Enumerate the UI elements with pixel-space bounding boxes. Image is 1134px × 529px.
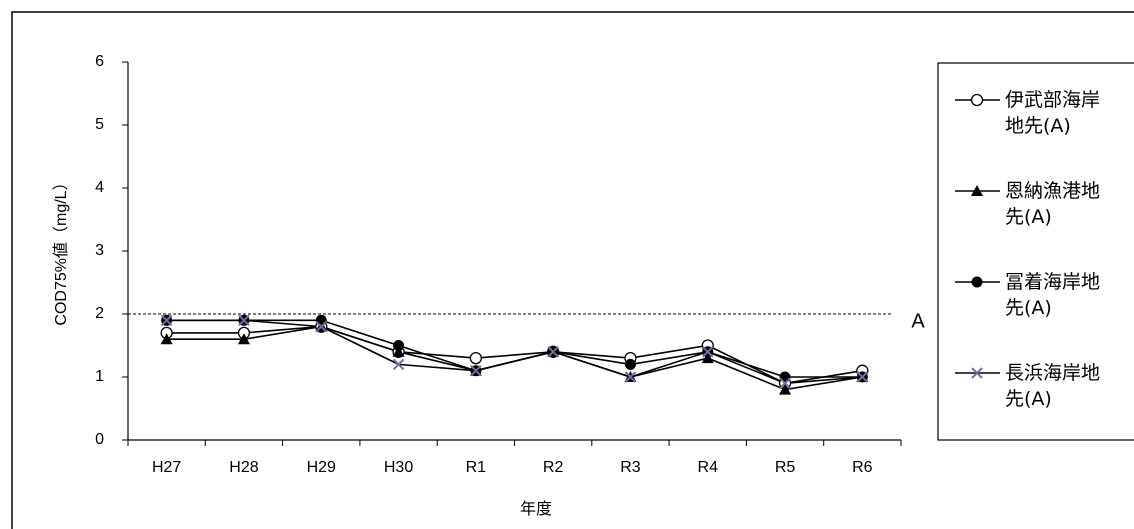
- marker: [237, 333, 250, 345]
- series-line: [166, 319, 863, 378]
- x-tick-label: R5: [775, 459, 796, 476]
- marker: [547, 346, 559, 358]
- marker: [392, 345, 405, 357]
- marker: [701, 352, 714, 364]
- marker: [856, 371, 869, 383]
- x-axis-label: 年度: [520, 500, 552, 518]
- marker: [779, 383, 792, 395]
- y-tick-label: 4: [95, 179, 104, 196]
- y-tick-label: 3: [95, 242, 104, 259]
- y-tick-label: 1: [95, 368, 104, 385]
- marker: [971, 367, 983, 379]
- marker: [160, 333, 173, 345]
- y-tick-label: 5: [95, 116, 104, 133]
- x-tick-label: R3: [620, 459, 641, 476]
- reference-label: A: [911, 310, 925, 332]
- legend-label: 長浜海岸地先(A): [1005, 362, 1101, 410]
- legend-label: 伊武部海岸地先(A): [1005, 89, 1101, 137]
- marker: [315, 320, 327, 333]
- marker: [160, 314, 173, 327]
- marker: [624, 358, 636, 370]
- x-tick-label: R2: [543, 459, 564, 476]
- marker: [702, 346, 714, 358]
- legend-label: 冨着海岸地先(A): [1005, 271, 1101, 319]
- marker: [970, 93, 984, 107]
- x-tick-label: H30: [384, 459, 413, 476]
- x-tick-label: R4: [698, 459, 719, 476]
- x-tick-label: H29: [307, 459, 336, 476]
- marker: [624, 371, 637, 383]
- y-tick-label: 6: [95, 53, 104, 70]
- legend-label: 恩納漁港地先(A): [1005, 180, 1101, 228]
- marker: [393, 340, 405, 351]
- marker: [971, 185, 983, 196]
- y-tick-label: 0: [95, 431, 104, 448]
- x-tick-label: R6: [852, 459, 873, 476]
- marker: [779, 377, 791, 390]
- marker: [238, 314, 250, 327]
- marker: [392, 358, 405, 371]
- x-tick-label: R1: [466, 459, 487, 476]
- series-line: [166, 325, 863, 391]
- series-line: [166, 319, 863, 385]
- marker: [470, 364, 482, 377]
- chart-border: [11, 11, 1134, 529]
- x-tick-label: H27: [152, 459, 181, 476]
- y-tick-label: 2: [95, 305, 104, 322]
- x-tick-label: H28: [229, 459, 258, 476]
- marker: [469, 351, 483, 365]
- legend-box: [937, 62, 1134, 441]
- y-axis-label: COD75%値（mg/L）: [52, 174, 70, 325]
- marker: [971, 276, 983, 288]
